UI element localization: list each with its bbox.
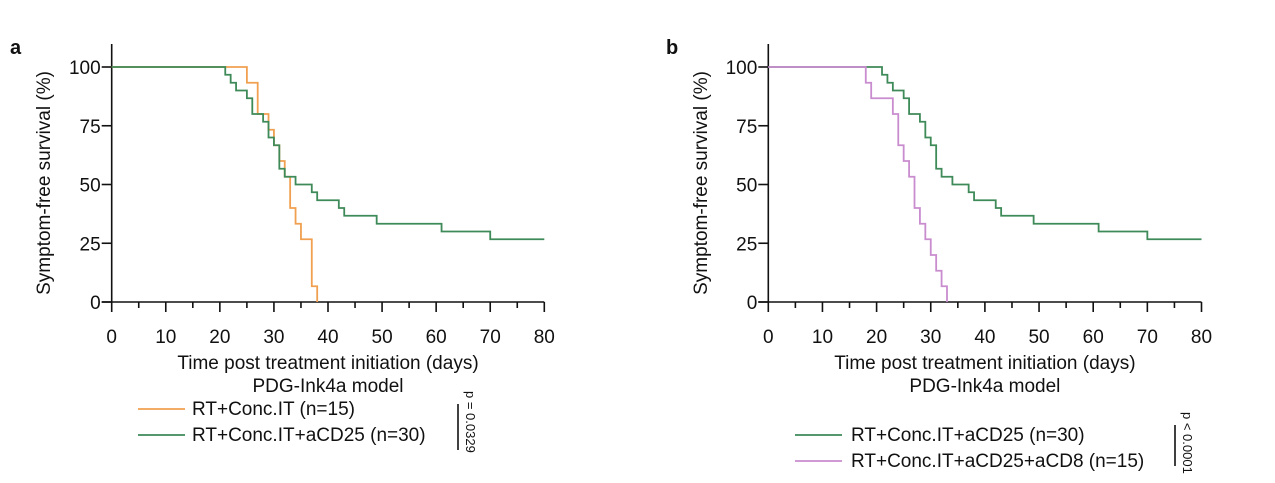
y-axis-title: Symptom-free survival (%) xyxy=(34,71,55,295)
x-tick-label: 60 xyxy=(1083,327,1104,348)
x-tick-label: 60 xyxy=(426,327,447,348)
x-tick-label: 50 xyxy=(1028,327,1049,348)
x-tick-label: 70 xyxy=(480,327,501,348)
x-tick-label: 50 xyxy=(372,327,393,348)
y-tick-label: 100 xyxy=(726,58,758,79)
x-axis-subtitle: PDG-Ink4a model xyxy=(909,376,1060,397)
series-line-1 xyxy=(768,66,948,302)
x-axis-title: Time post treatment initiation (days) xyxy=(177,353,478,374)
y-tick-label: 0 xyxy=(90,293,101,314)
x-tick-label: 30 xyxy=(920,327,941,348)
panel-b: b 0 25 50 75 100 0 10 20 30 40 50 60 70 80 Time post tr… xyxy=(666,37,1212,474)
series-line-0 xyxy=(111,66,319,302)
series-line-1 xyxy=(111,66,545,241)
p-value-annotation: p = 0.0329 xyxy=(463,391,478,453)
x-tick-label: 40 xyxy=(974,327,995,348)
x-tick-label: 40 xyxy=(317,327,338,348)
x-tick-label: 20 xyxy=(866,327,887,348)
legend: RT+Conc.IT (n=15) RT+Conc.IT+aCD25 (n=30) xyxy=(138,399,426,446)
y-tick-label: 0 xyxy=(747,293,758,314)
x-axis-title: Time post treatment initiation (days) xyxy=(834,353,1135,374)
legend-label: RT+Conc.IT+aCD25+aCD8 (n=15) xyxy=(851,451,1144,472)
x-tick-label: 0 xyxy=(106,327,117,348)
p-value-annotation: p < 0.0001 xyxy=(1180,412,1195,474)
y-tick-label: 50 xyxy=(80,176,101,197)
x-tick-label: 30 xyxy=(263,327,284,348)
legend: RT+Conc.IT+aCD25 (n=30) RT+Conc.IT+aCD25+… xyxy=(795,425,1144,472)
y-axis-title: Symptom-free survival (%) xyxy=(691,71,712,295)
x-tick-label: 80 xyxy=(1191,327,1212,348)
x-tick-label: 10 xyxy=(155,327,176,348)
y-tick-label: 50 xyxy=(736,176,757,197)
x-tick-label: 20 xyxy=(209,327,230,348)
y-tick-label: 25 xyxy=(80,234,101,255)
panel-label: b xyxy=(666,37,678,59)
y-tick-label: 25 xyxy=(736,234,757,255)
x-tick-label: 80 xyxy=(534,327,555,348)
y-tick-label: 100 xyxy=(69,58,101,79)
y-tick-label: 75 xyxy=(736,117,757,138)
x-tick-label: 70 xyxy=(1137,327,1158,348)
series-line-0 xyxy=(768,66,1202,241)
x-tick-label: 10 xyxy=(812,327,833,348)
x-tick-label: 0 xyxy=(763,327,774,348)
x-axis-subtitle: PDG-Ink4a model xyxy=(252,376,403,397)
panel-a: a 0 25 50 75 100 0 10 20 30 40 50 60 70 80 Time post tr… xyxy=(10,37,555,453)
y-tick-label: 75 xyxy=(80,117,101,138)
legend-label: RT+Conc.IT+aCD25 (n=30) xyxy=(851,425,1085,446)
legend-label: RT+Conc.IT+aCD25 (n=30) xyxy=(192,425,426,446)
panel-label: a xyxy=(10,37,22,59)
legend-label: RT+Conc.IT (n=15) xyxy=(192,399,355,420)
